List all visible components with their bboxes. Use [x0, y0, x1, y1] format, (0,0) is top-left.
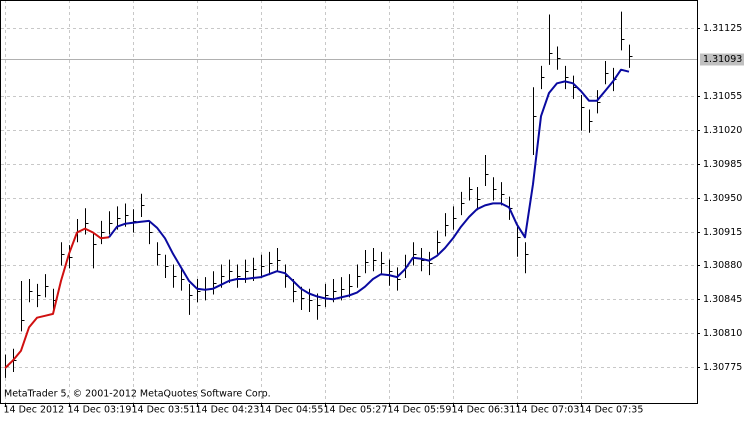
- y-tick-label: 1.30985: [703, 159, 742, 170]
- y-tick-label: 1.30810: [703, 328, 742, 339]
- y-tick-label: 1.31020: [703, 125, 742, 136]
- moving-average: [108, 68, 630, 301]
- watermark: MetaTrader 5, © 2001-2012 MetaQuotes Sof…: [4, 389, 271, 400]
- marks: [4, 11, 633, 378]
- moving-average: [4, 227, 110, 369]
- y-tick-label: 1.30845: [703, 294, 742, 305]
- x-tick-label: 14 Dec 03:51: [132, 405, 196, 416]
- x-tick-label: 14 Dec 04:55: [260, 405, 324, 416]
- y-tick-label: 1.30950: [703, 193, 742, 204]
- grid: [1, 0, 697, 403]
- y-tick-label: 1.31125: [703, 23, 742, 34]
- last-price-label: 1.31093: [703, 54, 742, 65]
- x-tick-label: 14 Dec 05:59: [388, 405, 452, 416]
- x-tick-label: 14 Dec 05:27: [324, 405, 388, 416]
- x-tick-label: 14 Dec 07:35: [580, 405, 644, 416]
- x-tick-label: 14 Dec 03:19: [68, 405, 132, 416]
- x-tick-label: 14 Dec 06:31: [452, 405, 516, 416]
- x-tick-label: 14 Dec 04:23: [196, 405, 260, 416]
- last-price-box: [700, 53, 744, 66]
- x-tick-label: 14 Dec 07:03: [516, 405, 580, 416]
- y-tick-label: 1.30915: [703, 227, 742, 238]
- x-tick-label: 14 Dec 2012: [4, 405, 65, 416]
- y-tick-label: 1.31055: [703, 91, 742, 102]
- y-tick-label: 1.30775: [703, 362, 742, 373]
- plot-frame: [0, 0, 698, 404]
- y-tick-label: 1.30880: [703, 260, 742, 271]
